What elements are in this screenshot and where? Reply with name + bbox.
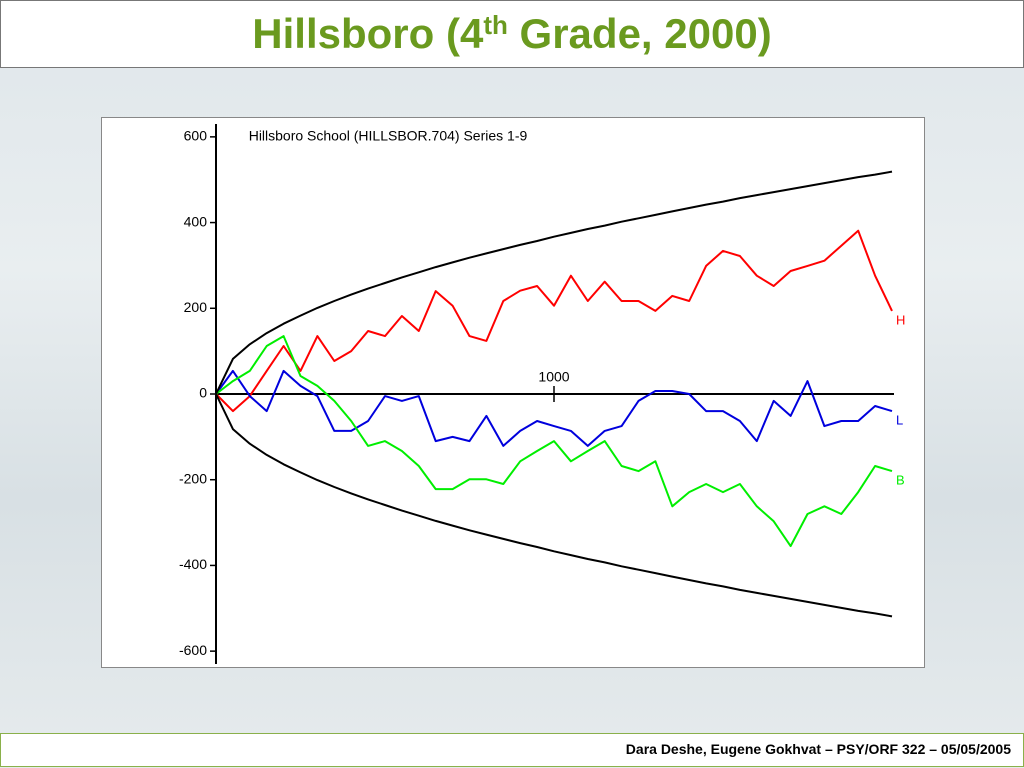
title-sup: th bbox=[483, 10, 508, 40]
y-tick-label: -600 bbox=[179, 642, 207, 658]
series-label: B bbox=[896, 473, 905, 488]
y-tick-label: 200 bbox=[184, 299, 208, 315]
series-line bbox=[215, 229, 893, 413]
series-line bbox=[215, 170, 893, 395]
y-tick-label: -200 bbox=[179, 470, 207, 486]
title-text: Hillsboro (4 bbox=[252, 10, 484, 57]
chart-title: Hillsboro School (HILLSBOR.704) Series 1… bbox=[249, 128, 528, 144]
y-tick-label: -400 bbox=[179, 556, 207, 572]
slide-title: Hillsboro (4th Grade, 2000) bbox=[1, 1, 1023, 67]
title-bar: Hillsboro (4th Grade, 2000) bbox=[0, 0, 1024, 68]
y-tick-label: 0 bbox=[199, 385, 207, 401]
series-line bbox=[215, 369, 893, 447]
y-tick-label: 400 bbox=[184, 213, 208, 229]
title-text: Grade, 2000) bbox=[507, 10, 772, 57]
series-label: H bbox=[896, 312, 905, 327]
series-line bbox=[215, 335, 893, 548]
chart-box: Hillsboro School (HILLSBOR.704) Series 1… bbox=[101, 117, 925, 668]
y-tick-label: 600 bbox=[184, 128, 208, 144]
series-label: L bbox=[896, 413, 903, 428]
chart: Hillsboro School (HILLSBOR.704) Series 1… bbox=[179, 124, 905, 664]
series-line bbox=[215, 393, 893, 618]
x-tick-label: 1000 bbox=[538, 369, 569, 385]
footer-text: Dara Deshe, Eugene Gokhvat – PSY/ORF 322… bbox=[625, 741, 1011, 757]
footer-bar: Dara Deshe, Eugene Gokhvat – PSY/ORF 322… bbox=[0, 733, 1024, 767]
